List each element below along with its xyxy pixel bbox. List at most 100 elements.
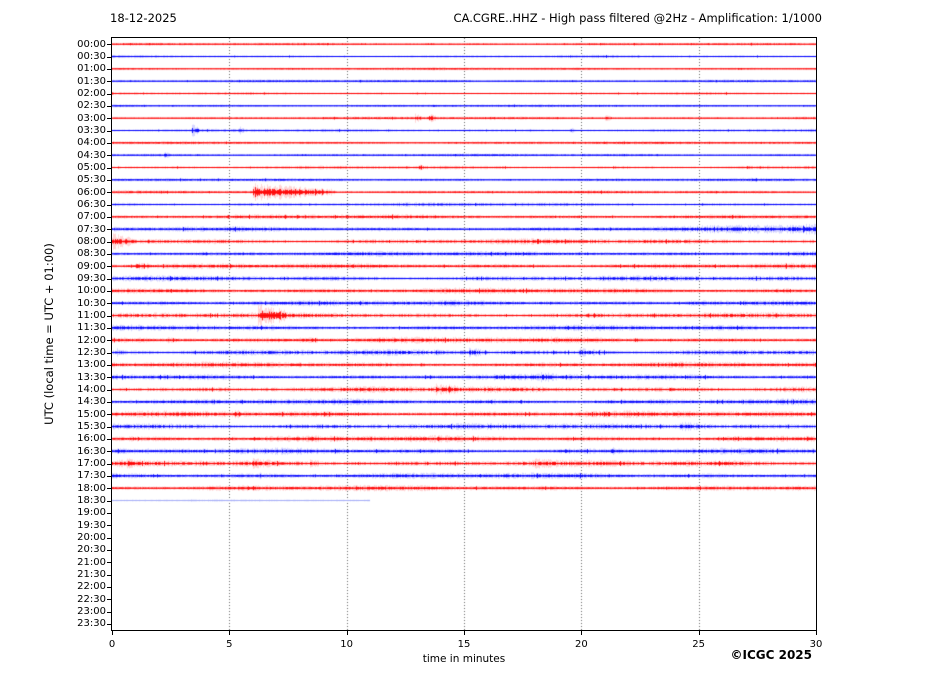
y-tick-mark bbox=[107, 562, 111, 564]
y-tick-mark bbox=[107, 167, 111, 169]
y-tick-label: 04:30 bbox=[77, 149, 106, 161]
x-tick-mark bbox=[816, 631, 817, 635]
y-tick-label: 05:00 bbox=[77, 162, 106, 173]
x-tick-mark bbox=[112, 631, 113, 635]
y-tick-label: 23:00 bbox=[77, 606, 106, 617]
y-tick-mark bbox=[107, 364, 111, 366]
y-tick-label: 10:00 bbox=[77, 285, 106, 297]
x-tick-label: 20 bbox=[574, 639, 588, 650]
plot-area bbox=[111, 37, 817, 631]
y-tick-mark bbox=[107, 216, 111, 218]
y-tick-mark bbox=[107, 253, 111, 255]
y-tick-mark bbox=[107, 93, 111, 95]
y-tick-label: 08:00 bbox=[77, 236, 106, 247]
y-tick-label: 04:00 bbox=[77, 137, 106, 149]
y-tick-label: 01:00 bbox=[77, 63, 106, 75]
y-tick-mark bbox=[107, 303, 111, 305]
y-tick-label: 11:30 bbox=[77, 322, 106, 334]
y-tick-mark bbox=[107, 488, 111, 490]
x-tick-label: 15 bbox=[457, 639, 471, 650]
y-tick-label: 18:00 bbox=[77, 482, 106, 494]
x-tick-mark bbox=[229, 631, 231, 635]
y-tick-label: 00:30 bbox=[77, 51, 106, 62]
y-tick-mark bbox=[107, 500, 111, 502]
y-tick-mark bbox=[107, 586, 111, 588]
y-tick-mark bbox=[107, 44, 111, 46]
y-tick-mark bbox=[107, 451, 111, 453]
y-tick-label: 02:30 bbox=[77, 100, 106, 112]
y-tick-mark bbox=[107, 130, 111, 132]
y-tick-label: 16:00 bbox=[77, 433, 106, 445]
y-tick-mark bbox=[107, 426, 111, 428]
y-tick-label: 15:30 bbox=[77, 421, 106, 432]
y-tick-mark bbox=[107, 599, 111, 601]
y-tick-label: 20:00 bbox=[77, 532, 106, 543]
y-tick-mark bbox=[107, 266, 111, 268]
y-tick-mark bbox=[107, 512, 111, 514]
y-tick-mark bbox=[107, 179, 111, 181]
y-tick-mark bbox=[107, 327, 111, 329]
y-tick-label: 13:30 bbox=[77, 371, 106, 383]
copyright-label: ©ICGC 2025 bbox=[730, 648, 812, 662]
x-tick-mark bbox=[464, 631, 465, 635]
x-tick-mark bbox=[581, 631, 583, 635]
y-tick-mark bbox=[107, 414, 111, 416]
x-tick-label: 0 bbox=[108, 639, 116, 650]
y-tick-mark bbox=[107, 574, 111, 576]
y-tick-label: 10:30 bbox=[77, 297, 106, 309]
y-tick-mark bbox=[107, 352, 111, 354]
x-tick-label: 25 bbox=[692, 639, 706, 650]
y-tick-mark bbox=[107, 401, 111, 403]
y-tick-mark bbox=[107, 278, 111, 280]
y-tick-mark bbox=[107, 290, 111, 292]
x-axis-label: time in minutes bbox=[422, 653, 506, 665]
y-tick-label: 17:30 bbox=[77, 470, 106, 482]
y-tick-mark bbox=[107, 241, 111, 243]
y-tick-label: 16:30 bbox=[77, 445, 106, 457]
y-tick-label: 05:30 bbox=[77, 174, 106, 186]
y-tick-label: 07:30 bbox=[77, 223, 106, 235]
y-tick-mark bbox=[107, 463, 111, 465]
y-tick-label: 03:00 bbox=[77, 112, 106, 124]
y-tick-label: 12:00 bbox=[77, 334, 106, 346]
y-tick-label: 22:30 bbox=[77, 593, 106, 605]
y-tick-mark bbox=[107, 525, 111, 527]
y-tick-label: 07:00 bbox=[77, 211, 106, 223]
y-tick-label: 02:00 bbox=[77, 88, 106, 99]
y-tick-mark bbox=[107, 438, 111, 440]
x-tick-mark bbox=[698, 631, 700, 635]
y-tick-mark bbox=[107, 623, 111, 625]
y-tick-label: 09:00 bbox=[77, 260, 106, 272]
y-tick-label: 17:00 bbox=[77, 458, 106, 469]
y-tick-label: 19:00 bbox=[77, 507, 106, 519]
date-label: 18-12-2025 bbox=[110, 11, 177, 25]
y-tick-label: 23:30 bbox=[77, 618, 106, 630]
y-tick-label: 21:30 bbox=[77, 569, 106, 580]
y-tick-label: 15:00 bbox=[77, 408, 106, 420]
y-tick-label: 00:00 bbox=[77, 38, 106, 50]
y-tick-mark bbox=[107, 611, 111, 613]
y-tick-mark bbox=[107, 155, 111, 157]
x-tick-mark bbox=[346, 631, 348, 635]
y-tick-mark bbox=[107, 377, 111, 379]
y-tick-mark bbox=[107, 56, 111, 58]
y-tick-mark bbox=[107, 475, 111, 477]
y-tick-mark bbox=[107, 229, 111, 231]
y-tick-mark bbox=[107, 105, 111, 107]
helicorder-canvas bbox=[112, 38, 816, 630]
y-tick-mark bbox=[107, 549, 111, 551]
y-tick-label: 13:00 bbox=[77, 359, 106, 371]
x-tick-label: 5 bbox=[226, 639, 233, 650]
y-tick-label: 01:30 bbox=[77, 75, 106, 87]
y-tick-label: 21:00 bbox=[77, 556, 106, 568]
x-tick-label: 10 bbox=[340, 639, 354, 650]
y-tick-label: 09:30 bbox=[77, 273, 106, 284]
y-tick-label: 06:30 bbox=[77, 199, 106, 210]
y-tick-mark bbox=[107, 389, 111, 391]
y-tick-mark bbox=[107, 118, 111, 120]
y-tick-label: 11:00 bbox=[77, 310, 106, 321]
y-tick-label: 14:00 bbox=[77, 384, 106, 395]
y-tick-label: 06:00 bbox=[77, 186, 106, 198]
y-tick-mark bbox=[107, 204, 111, 206]
